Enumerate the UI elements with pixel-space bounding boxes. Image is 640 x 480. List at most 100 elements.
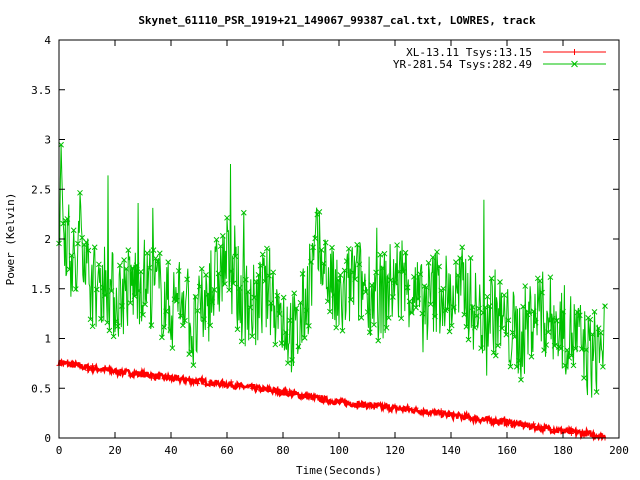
data-point	[153, 375, 159, 381]
data-point	[404, 284, 411, 291]
data-point	[545, 329, 552, 335]
data-point	[600, 363, 606, 370]
data-point	[72, 286, 79, 292]
series-yr	[56, 141, 608, 398]
data-point	[489, 420, 495, 426]
data-point	[346, 400, 352, 406]
data-point	[595, 325, 602, 332]
data-point	[495, 342, 501, 349]
data-point	[552, 429, 558, 435]
data-point	[560, 308, 566, 315]
data-point	[203, 272, 209, 278]
data-point	[207, 322, 214, 329]
data-point	[245, 383, 251, 389]
data-point	[434, 409, 440, 415]
data-point	[228, 268, 235, 275]
data-point	[425, 260, 432, 266]
data-point	[461, 311, 468, 318]
y-axis-label: Power (Kelvin)	[4, 193, 17, 286]
data-point	[270, 269, 277, 276]
data-point	[289, 357, 295, 363]
data-point	[169, 345, 176, 351]
data-point	[198, 266, 205, 272]
data-point	[69, 361, 75, 367]
data-point	[258, 388, 264, 394]
data-point	[93, 286, 100, 293]
data-point	[301, 335, 308, 341]
data-point	[251, 294, 258, 301]
data-point	[119, 368, 125, 374]
data-point	[339, 327, 346, 334]
data-point	[287, 389, 293, 395]
data-point	[343, 258, 350, 264]
data-point	[282, 329, 289, 336]
data-point	[138, 268, 144, 275]
data-point	[295, 391, 301, 397]
data-point	[224, 214, 230, 221]
data-point	[167, 327, 174, 333]
data-point	[602, 303, 608, 309]
data-point	[243, 276, 249, 283]
data-point	[249, 385, 255, 391]
data-point	[451, 411, 457, 417]
data-point	[68, 252, 75, 259]
data-point	[492, 352, 499, 359]
data-point	[261, 278, 268, 285]
data-point	[551, 342, 558, 349]
data-point	[136, 372, 142, 378]
data-point	[241, 385, 247, 391]
x-tick-label: 60	[220, 444, 233, 457]
data-point	[576, 312, 583, 319]
data-point	[478, 345, 484, 352]
data-point	[114, 323, 121, 329]
data-point	[429, 254, 436, 261]
data-point	[426, 411, 432, 417]
data-point	[505, 421, 511, 427]
data-point	[75, 240, 81, 247]
data-point	[472, 414, 478, 420]
data-point	[308, 259, 314, 265]
data-point	[400, 405, 406, 411]
data-point	[182, 317, 188, 324]
data-point	[293, 305, 300, 312]
data-point	[377, 251, 384, 258]
x-tick-label: 80	[276, 444, 289, 457]
data-point	[207, 379, 213, 385]
data-point	[190, 379, 196, 385]
data-point	[321, 399, 327, 405]
data-point	[362, 289, 369, 295]
data-point	[442, 410, 448, 416]
y-tick-label: 0	[44, 432, 51, 445]
data-point	[543, 423, 549, 429]
data-point	[518, 421, 524, 427]
data-point	[518, 376, 524, 383]
x-tick-label: 40	[164, 444, 177, 457]
data-point	[278, 340, 285, 347]
data-point	[379, 403, 385, 409]
plot-frame	[58, 39, 620, 439]
y-tick-label: 0.5	[31, 382, 51, 395]
data-point	[110, 333, 117, 340]
data-point	[81, 364, 87, 370]
data-point	[142, 301, 148, 308]
data-point	[503, 331, 510, 338]
data-point	[274, 386, 280, 392]
legend-label: XL-13.11 Tsys:13.15	[406, 46, 532, 59]
data-point	[123, 266, 130, 272]
data-point	[337, 272, 344, 278]
data-point	[335, 277, 342, 284]
data-point	[396, 268, 403, 275]
data-point	[90, 363, 96, 369]
data-point	[513, 363, 520, 370]
series-xl	[56, 357, 608, 442]
data-point	[417, 410, 423, 416]
data-point	[201, 316, 207, 323]
data-point	[194, 307, 201, 314]
data-point	[573, 427, 579, 433]
data-point	[156, 250, 163, 257]
data-point	[471, 324, 478, 331]
data-point	[106, 327, 113, 334]
data-point	[211, 381, 217, 387]
data-point	[526, 310, 533, 316]
